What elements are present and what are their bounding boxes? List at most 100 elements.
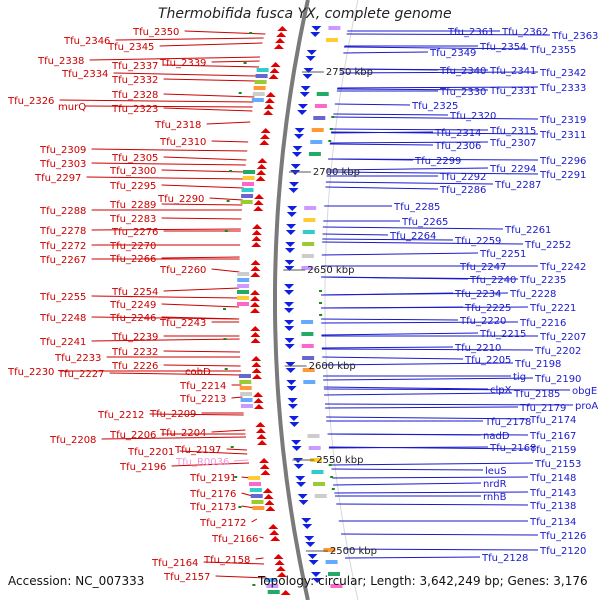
right-gene-label: Tfu_2220: [459, 316, 506, 327]
right-leader-line: [327, 167, 489, 171]
left-strand-gene: [253, 200, 264, 205]
left-leader-line: [203, 561, 265, 565]
right-strand-gene: [302, 74, 313, 79]
right-cog-block: [326, 38, 338, 42]
right-gene-label: Tfu_2320: [449, 111, 496, 122]
left-marker: [252, 584, 256, 586]
left-gene-label: Tfu_2201: [127, 447, 174, 458]
right-strand-gene: [288, 416, 299, 421]
right-strand-gene: [284, 302, 295, 307]
right-strand-gene: [310, 572, 321, 577]
right-cog-block: [302, 368, 315, 372]
right-strand-gene: [306, 50, 317, 55]
left-leader-line: [233, 459, 249, 462]
left-leader-line: [161, 316, 240, 320]
left-leader-line: [161, 303, 240, 308]
right-cog-block: [308, 446, 321, 450]
left-leader-line: [161, 217, 242, 220]
right-cog-block: [311, 470, 324, 474]
left-leader-line: [161, 203, 243, 206]
left-marker: [230, 446, 234, 448]
right-strand-gene: [312, 578, 323, 583]
left-strand-gene: [264, 98, 275, 103]
right-strand-gene: [288, 188, 299, 193]
right-gene-label: Tfu_2362: [501, 27, 548, 38]
left-leader-line: [91, 148, 248, 152]
right-leader-line: [328, 158, 539, 161]
right-gene-label: Tfu_2234: [454, 289, 501, 300]
left-strand-gene: [256, 164, 267, 169]
right-gene-label: Tfu_2251: [479, 249, 526, 260]
right-cog-block: [328, 572, 340, 576]
left-gene-label: Tfu_2278: [39, 226, 86, 237]
right-strand-gene: [289, 422, 300, 427]
left-cog-block: [237, 278, 250, 282]
left-leader-line: [251, 518, 258, 523]
right-gene-label: Tfu_2210: [454, 343, 501, 354]
right-gene-label: rnhB: [483, 492, 507, 503]
left-strand-gene: [268, 524, 279, 529]
right-gene-label: nrdR: [483, 479, 507, 490]
right-cog-block: [310, 458, 322, 462]
left-marker: [224, 230, 228, 232]
right-leader-line: [326, 416, 529, 420]
left-leader-line: [161, 169, 246, 173]
left-strand-gene: [252, 224, 263, 229]
left-gene-label: Tfu_2226: [111, 361, 158, 372]
left-cog-block: [237, 272, 250, 276]
right-leader-line: [330, 462, 534, 466]
left-leader-line: [89, 56, 260, 61]
right-leader-line: [325, 181, 494, 185]
left-gene-label: Tfu_2232: [111, 347, 158, 358]
right-strand-gene: [291, 446, 302, 451]
right-gene-label: Tfu_2247: [459, 262, 506, 273]
left-strand-gene: [256, 170, 267, 175]
right-cog-block: [301, 266, 314, 270]
right-gene-label: Tfu_2221: [529, 303, 576, 314]
left-leader-line: [113, 72, 258, 77]
left-leader-line: [211, 268, 240, 273]
left-strand-gene: [275, 38, 286, 43]
left-leader-line: [163, 107, 253, 112]
left-cog-block: [254, 80, 267, 84]
right-leader-line: [322, 356, 464, 360]
left-strand-gene: [260, 128, 271, 133]
right-leader-line: [321, 292, 509, 296]
right-gene-label: Tfu_2259: [454, 236, 501, 247]
left-leader-line: [209, 197, 243, 201]
right-strand-gene: [293, 464, 304, 469]
left-strand-gene: [262, 488, 273, 493]
right-gene-label: Tfu_2261: [504, 225, 551, 236]
left-cog-block: [251, 98, 264, 102]
right-strand-gene: [297, 494, 308, 499]
accession-text: Accession: NC_007333: [8, 574, 145, 588]
right-gene-label: Tfu_2286: [439, 185, 486, 196]
left-strand-gene: [269, 530, 280, 535]
right-gene-label: Tfu_2242: [539, 262, 586, 273]
right-cog-block: [314, 494, 327, 498]
right-leader-line: [337, 86, 539, 89]
left-marker: [238, 506, 242, 508]
right-leader-line: [322, 362, 514, 366]
right-gene-label: Tfu_2240: [469, 275, 516, 286]
right-cog-block: [301, 332, 314, 336]
left-gene-label: Tfu_2176: [189, 489, 236, 500]
left-gene-label: Tfu_2332: [111, 75, 158, 86]
right-cog-block: [301, 320, 314, 324]
left-gene-label: Tfu_R0036: [175, 457, 229, 468]
right-gene-label: Tfu_2287: [494, 180, 541, 191]
left-strand-gene: [251, 374, 262, 379]
left-leader-line: [91, 338, 240, 342]
left-marker: [229, 170, 233, 172]
left-leader-line: [163, 156, 247, 161]
right-gene-label: Tfu_2120: [539, 546, 586, 557]
right-gene-label: Tfu_2205: [464, 355, 511, 366]
right-strand-gene: [303, 68, 314, 73]
left-gene-label: Tfu_2339: [159, 58, 206, 69]
right-strand-gene: [287, 398, 298, 403]
right-gene-label: Tfu_2159: [529, 445, 576, 456]
right-gene-label: Tfu_2330: [439, 87, 486, 98]
right-leader-line: [322, 233, 389, 236]
